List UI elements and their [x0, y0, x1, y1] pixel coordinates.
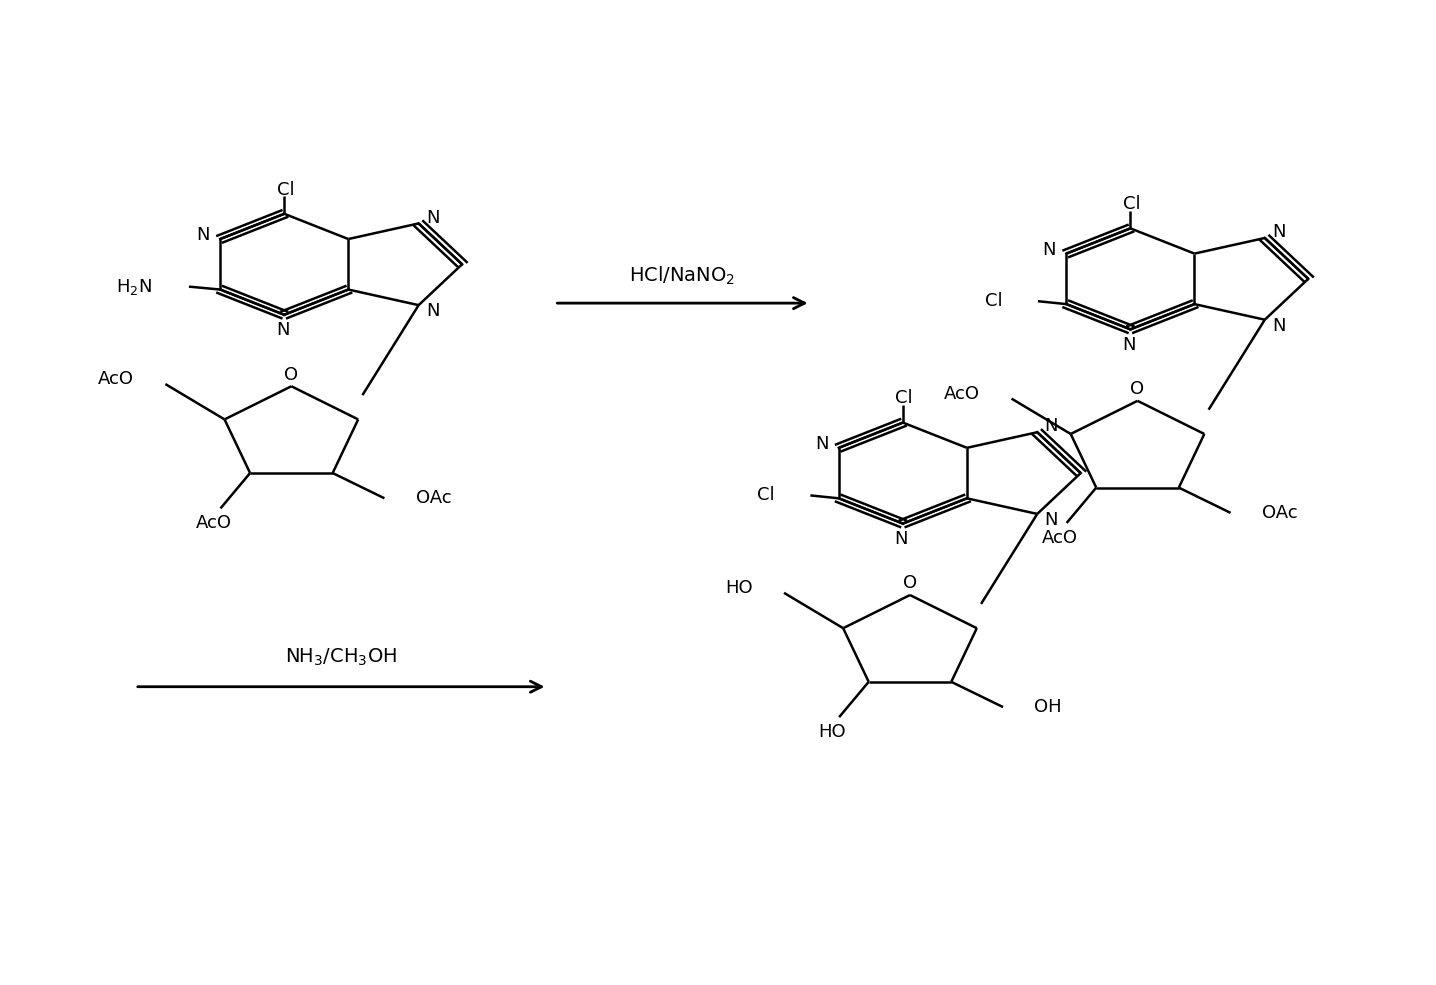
Text: N: N	[276, 321, 290, 339]
Text: AcO: AcO	[945, 385, 981, 403]
Text: HO: HO	[725, 579, 752, 597]
Text: N: N	[1272, 224, 1285, 241]
Text: N: N	[1045, 418, 1058, 435]
Text: N: N	[426, 302, 439, 320]
Text: AcO: AcO	[195, 514, 231, 532]
Text: O: O	[903, 574, 918, 592]
Text: Cl: Cl	[757, 487, 775, 504]
Text: Cl: Cl	[277, 180, 294, 199]
Text: N: N	[197, 227, 210, 244]
Text: Cl: Cl	[985, 293, 1002, 310]
Text: N: N	[1272, 316, 1285, 335]
Text: N: N	[895, 530, 908, 548]
Text: Cl: Cl	[896, 389, 913, 408]
Text: OH: OH	[1034, 698, 1063, 716]
Text: N: N	[1045, 511, 1058, 529]
Text: Cl: Cl	[1123, 195, 1140, 213]
Text: AcO: AcO	[98, 370, 134, 388]
Text: N: N	[426, 209, 439, 227]
Text: OAc: OAc	[1262, 504, 1298, 522]
Text: NH$_3$/CH$_3$OH: NH$_3$/CH$_3$OH	[286, 647, 398, 668]
Text: N: N	[816, 435, 829, 453]
Text: N: N	[1123, 336, 1136, 354]
Text: HO: HO	[819, 723, 846, 741]
Text: OAc: OAc	[415, 490, 451, 507]
Text: H$_2$N: H$_2$N	[116, 277, 152, 296]
Text: O: O	[284, 365, 299, 383]
Text: O: O	[1130, 380, 1144, 398]
Text: AcO: AcO	[1041, 529, 1077, 547]
Text: HCl/NaNO$_2$: HCl/NaNO$_2$	[629, 265, 735, 287]
Text: N: N	[1043, 240, 1055, 259]
